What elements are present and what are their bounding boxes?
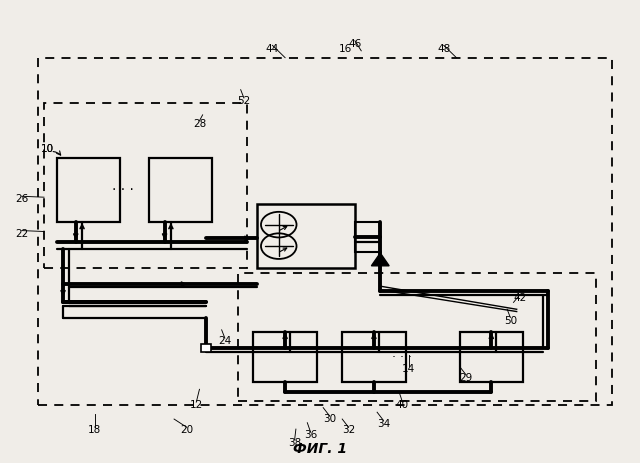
Text: 24: 24: [218, 336, 232, 346]
Text: 46: 46: [348, 39, 362, 49]
Text: 50: 50: [504, 316, 517, 325]
Text: 32: 32: [342, 425, 355, 436]
Polygon shape: [201, 344, 211, 352]
Text: 42: 42: [513, 293, 527, 303]
Text: 40: 40: [396, 400, 409, 410]
Text: 14: 14: [402, 364, 415, 374]
Text: 30: 30: [323, 414, 336, 424]
Text: 34: 34: [377, 419, 390, 429]
Text: · · ·: · · ·: [113, 183, 134, 197]
Text: 22: 22: [15, 229, 28, 239]
Text: 10: 10: [40, 144, 54, 154]
Text: 52: 52: [237, 96, 250, 106]
Text: · · ·: · · ·: [392, 351, 412, 364]
Text: 48: 48: [437, 44, 451, 54]
Text: 18: 18: [88, 425, 101, 436]
Text: 16: 16: [339, 44, 352, 54]
Text: 44: 44: [266, 44, 279, 54]
Text: 28: 28: [193, 119, 206, 129]
Text: 26: 26: [15, 194, 28, 205]
Text: 38: 38: [288, 438, 301, 448]
Text: 12: 12: [189, 400, 203, 410]
Text: ФИГ. 1: ФИГ. 1: [293, 442, 347, 456]
Polygon shape: [371, 253, 389, 266]
Text: 20: 20: [180, 425, 193, 436]
Text: 10: 10: [40, 144, 54, 154]
Text: 29: 29: [460, 373, 472, 383]
Text: 36: 36: [304, 430, 317, 440]
